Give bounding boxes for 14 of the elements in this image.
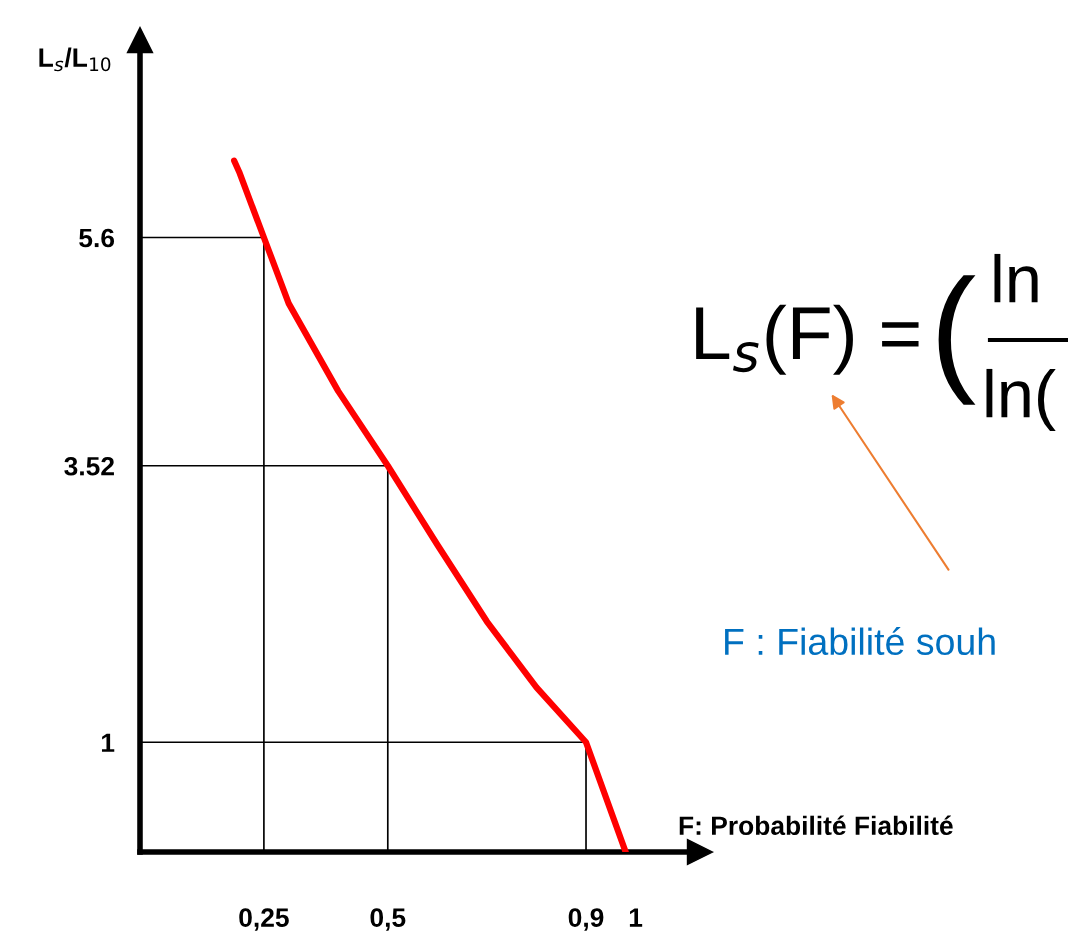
y-tick-label: 3.52 [64, 456, 114, 476]
x-tick-label: 1 [629, 908, 643, 927]
annotation: L$_{s}$(F) = [696, 304, 919, 375]
x-tick-label: 0,5 [370, 908, 406, 931]
text: ln [994, 253, 1038, 303]
y-tick-label: 1 [101, 733, 115, 752]
text: ( [938, 275, 976, 405]
text: ln( [986, 368, 1056, 432]
text: F : Fiabilité souh [725, 627, 995, 656]
x-tick-label: 0,25 [239, 908, 289, 931]
y-tick-label: 5.6 [79, 228, 115, 248]
y-axis-title: L$_{s}$/L$_{10}$ [39, 47, 111, 72]
x-axis-title: F: Probabilité Fiabilité [679, 815, 953, 836]
x-tick-label: 0,9 [568, 908, 604, 931]
